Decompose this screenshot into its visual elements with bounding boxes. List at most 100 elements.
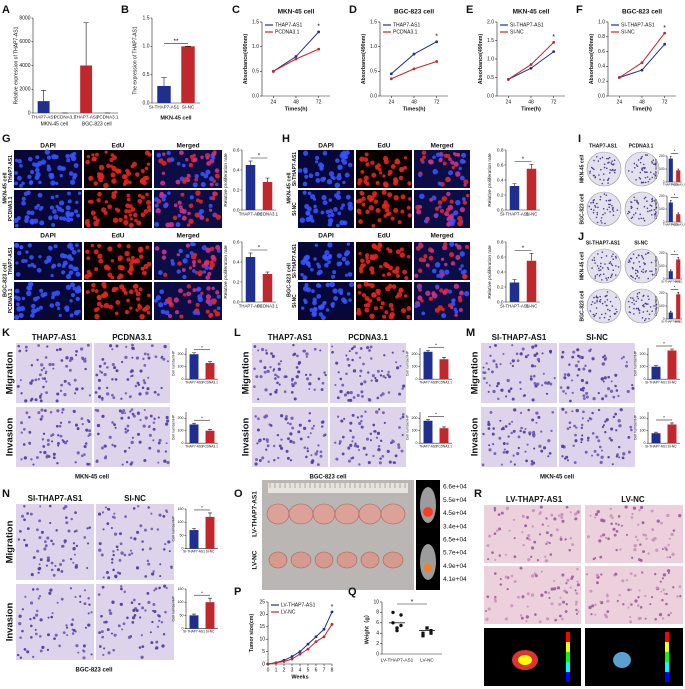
- cell: [351, 440, 354, 443]
- cell: [280, 360, 283, 363]
- cell: [561, 573, 565, 577]
- cell: [99, 370, 102, 373]
- footer: BGC-823 cell: [309, 475, 346, 481]
- colony: [634, 277, 637, 280]
- y-axis-label: Clone number: [654, 295, 658, 316]
- y-tick-label: 0.0: [233, 207, 240, 213]
- cell: [465, 193, 470, 198]
- cell: [39, 220, 45, 226]
- y-tick-label: 0.6: [233, 239, 240, 245]
- cell: [371, 292, 377, 298]
- cell: [16, 653, 20, 657]
- y-tick-label: 0.0: [143, 100, 150, 106]
- cell: [456, 153, 461, 157]
- cell: [397, 446, 401, 449]
- cell: [101, 281, 107, 287]
- cell: [32, 556, 36, 559]
- cell: [192, 242, 196, 247]
- cell: [114, 426, 117, 429]
- cell: [374, 378, 379, 383]
- cell: [384, 310, 389, 315]
- cell: [336, 190, 341, 195]
- cell: [88, 394, 92, 397]
- cell: [130, 552, 134, 555]
- cell: [627, 435, 631, 439]
- cell: [621, 579, 625, 583]
- cell: [36, 358, 39, 362]
- cell: [211, 196, 216, 201]
- cell: [26, 290, 32, 297]
- point: [322, 627, 326, 631]
- colony: [633, 166, 636, 169]
- cell: [266, 444, 270, 448]
- cell: [545, 531, 549, 535]
- cell: [141, 606, 145, 610]
- cell: [111, 362, 115, 367]
- cell: [317, 444, 320, 447]
- cell: [41, 438, 45, 441]
- cell: [630, 516, 634, 519]
- cell: [163, 584, 167, 588]
- cell: [56, 409, 60, 413]
- y-tick-label: 100: [640, 429, 646, 433]
- cell: [274, 390, 277, 393]
- cell: [387, 391, 391, 394]
- cell: [597, 391, 600, 395]
- cell: [80, 454, 84, 458]
- cell: [672, 529, 676, 532]
- colony: [596, 213, 599, 216]
- colony: [590, 166, 593, 169]
- cell: [563, 589, 567, 593]
- cell: [328, 171, 335, 177]
- cell: [546, 541, 549, 544]
- cell: [375, 288, 381, 295]
- cell: [120, 397, 123, 400]
- cell: [272, 368, 276, 371]
- cell: [327, 260, 331, 264]
- cell: [665, 592, 668, 596]
- cell: [59, 389, 63, 393]
- cell: [103, 372, 107, 377]
- cell: [100, 371, 103, 374]
- cell: [70, 155, 77, 162]
- x-tick-label: 5: [307, 667, 310, 673]
- point: [529, 66, 533, 70]
- cell: [214, 168, 220, 173]
- cell: [352, 369, 357, 373]
- colony: [598, 269, 600, 272]
- cell: [532, 374, 536, 378]
- significance: *: [317, 24, 320, 31]
- cell: [368, 205, 374, 211]
- cell: [52, 456, 56, 460]
- cell: [637, 596, 640, 599]
- cell: [197, 259, 202, 264]
- cell: [149, 414, 153, 418]
- cell: [70, 292, 76, 298]
- cell: [334, 383, 337, 387]
- point: [395, 626, 399, 630]
- cell: [535, 352, 539, 355]
- cell: [594, 556, 597, 560]
- cell: [106, 366, 109, 369]
- cell: [123, 449, 127, 453]
- cell: [30, 313, 35, 318]
- cell: [269, 365, 272, 369]
- cell: [109, 344, 113, 348]
- colony: [607, 178, 609, 181]
- cell: [40, 408, 44, 412]
- colony: [594, 262, 596, 264]
- colony: [633, 299, 635, 301]
- colony: [636, 275, 638, 277]
- cell: [432, 168, 438, 175]
- cell: [491, 551, 494, 554]
- cell: [571, 543, 575, 547]
- cell: [163, 548, 166, 551]
- cell: [29, 601, 34, 605]
- bar: [668, 158, 673, 182]
- y-tick-label: 8000: [19, 15, 30, 21]
- cell: [504, 553, 507, 556]
- colony: [591, 259, 594, 261]
- y-axis-label: Absorbance(490nm): [243, 34, 249, 85]
- cell: [295, 366, 299, 369]
- colony: [602, 207, 605, 210]
